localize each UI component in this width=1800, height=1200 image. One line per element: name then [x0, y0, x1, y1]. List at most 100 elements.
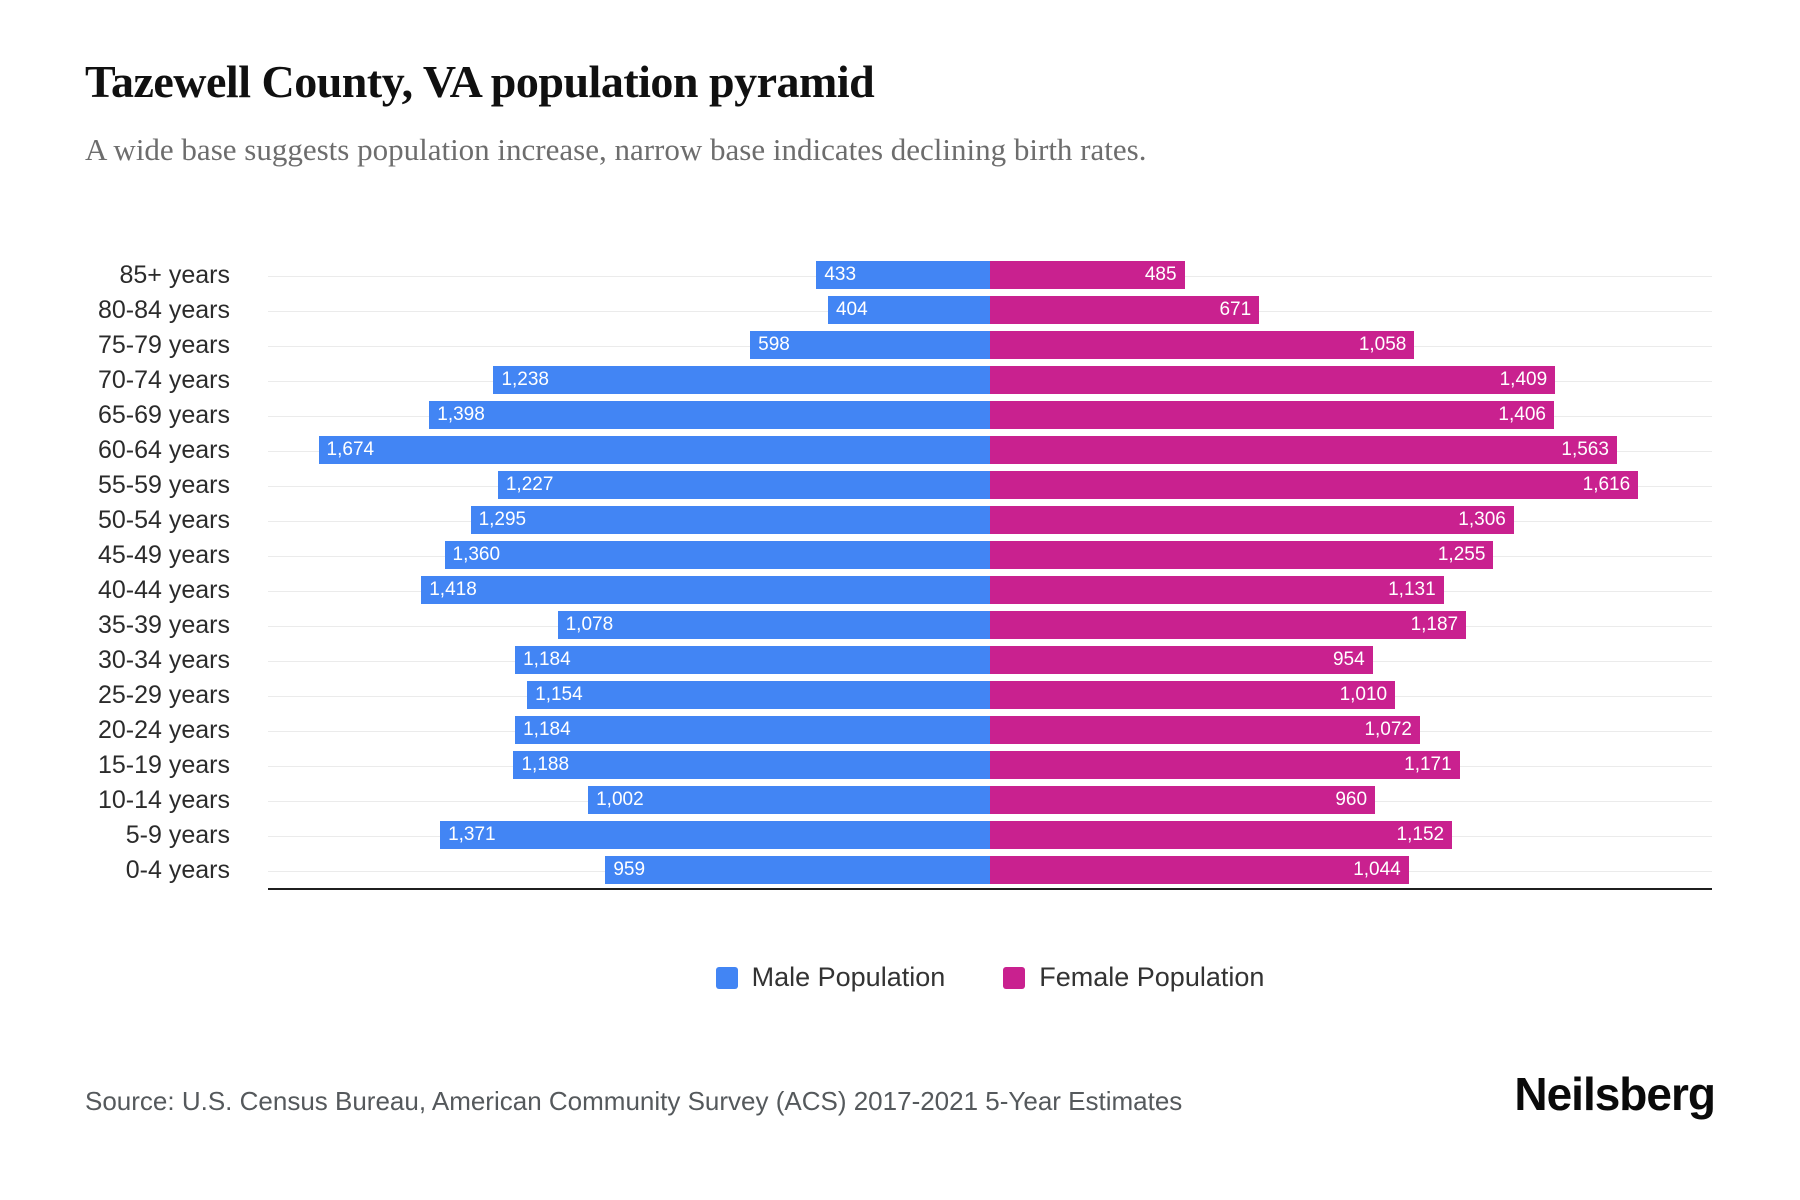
row-plot: 1,188 1,171 — [268, 748, 1712, 783]
age-group-label: 50-54 years — [97, 506, 230, 535]
male-value-label: 1,078 — [565, 614, 614, 636]
female-bar[interactable]: 1,406 — [990, 401, 1554, 430]
pyramid-row: 55-59 years 1,227 1,616 — [0, 468, 1800, 503]
male-value-label: 1,360 — [452, 544, 501, 566]
male-bar[interactable]: 1,398 — [429, 401, 990, 430]
pyramid-row: 0-4 years 959 1,044 — [0, 853, 1800, 888]
female-value-label: 1,255 — [1437, 544, 1486, 566]
male-bar[interactable]: 598 — [750, 331, 990, 360]
neilsberg-logo: Neilsberg — [1514, 1068, 1716, 1121]
female-value-label: 1,616 — [1582, 474, 1631, 496]
age-group-label: 45-49 years — [97, 541, 230, 570]
row-plot: 1,674 1,563 — [268, 433, 1712, 468]
female-bar[interactable]: 1,044 — [990, 856, 1409, 885]
male-bar[interactable]: 1,078 — [557, 611, 990, 640]
pyramid-row: 10-14 years 1,002 960 — [0, 783, 1800, 818]
male-bar[interactable]: 404 — [827, 296, 990, 325]
female-value-label: 1,306 — [1458, 509, 1506, 531]
female-value-label: 1,171 — [1404, 754, 1452, 776]
male-value-label: 1,227 — [505, 474, 554, 496]
female-bar[interactable]: 1,171 — [990, 751, 1460, 780]
male-value-label: 1,295 — [478, 509, 527, 531]
male-value-label: 1,184 — [523, 649, 571, 671]
age-group-label: 25-29 years — [97, 681, 230, 710]
row-plot: 1,184 954 — [268, 643, 1712, 678]
female-bar[interactable]: 960 — [990, 786, 1376, 815]
female-bar[interactable]: 1,255 — [990, 541, 1494, 570]
female-bar[interactable]: 1,131 — [990, 576, 1444, 605]
female-bar[interactable]: 1,152 — [990, 821, 1453, 850]
female-value-label: 954 — [1332, 649, 1365, 671]
male-bar[interactable]: 1,238 — [493, 366, 990, 395]
age-group-label: 10-14 years — [97, 786, 230, 815]
legend-item-male: Male Population — [715, 962, 946, 993]
pyramid-row: 80-84 years 404 671 — [0, 293, 1800, 328]
male-bar[interactable]: 1,184 — [515, 716, 990, 745]
male-bar[interactable]: 1,295 — [470, 506, 990, 535]
female-value-label: 671 — [1219, 299, 1252, 321]
age-group-label: 55-59 years — [97, 471, 230, 500]
chart-subtitle: A wide base suggests population increase… — [85, 131, 1147, 167]
age-group-label: 65-69 years — [97, 401, 230, 430]
male-bar[interactable]: 1,418 — [421, 576, 990, 605]
male-bar[interactable]: 959 — [605, 856, 990, 885]
female-value-label: 1,044 — [1353, 859, 1401, 881]
female-value-label: 485 — [1144, 264, 1177, 286]
chart-footer: Source: U.S. Census Bureau, American Com… — [0, 1067, 1800, 1121]
male-bar[interactable]: 1,227 — [497, 471, 990, 500]
row-plot: 1,398 1,406 — [268, 398, 1712, 433]
row-plot: 1,078 1,187 — [268, 608, 1712, 643]
age-group-label: 15-19 years — [97, 751, 230, 780]
female-bar[interactable]: 1,187 — [990, 611, 1467, 640]
male-bar[interactable]: 1,371 — [440, 821, 990, 850]
male-bar[interactable]: 1,188 — [513, 751, 990, 780]
age-group-label: 70-74 years — [97, 366, 230, 395]
male-value-label: 404 — [835, 299, 868, 321]
male-value-label: 1,188 — [521, 754, 570, 776]
male-bar[interactable]: 1,184 — [515, 646, 990, 675]
female-value-label: 1,058 — [1358, 334, 1407, 356]
legend: Male Population Female Population — [268, 962, 1712, 993]
male-bar[interactable]: 1,360 — [444, 541, 990, 570]
row-plot: 598 1,058 — [268, 328, 1712, 363]
female-bar[interactable]: 671 — [990, 296, 1260, 325]
row-plot: 1,371 1,152 — [268, 818, 1712, 853]
chart-title: Tazewell County, VA population pyramid — [85, 56, 875, 107]
age-group-label: 80-84 years — [97, 296, 230, 325]
female-bar[interactable]: 954 — [990, 646, 1373, 675]
female-bar[interactable]: 485 — [990, 261, 1185, 290]
female-bar[interactable]: 1,010 — [990, 681, 1396, 710]
row-plot: 1,295 1,306 — [268, 503, 1712, 538]
row-plot: 959 1,044 — [268, 853, 1712, 888]
male-legend-label: Male Population — [751, 962, 946, 993]
chart-header: Tazewell County, VA population pyramid A… — [0, 0, 1800, 168]
male-bar[interactable]: 1,154 — [527, 681, 990, 710]
row-plot: 1,154 1,010 — [268, 678, 1712, 713]
pyramid-rows: 85+ years 433 485 80-84 years 404 671 75-79 ye… — [0, 258, 1800, 888]
male-legend-swatch-icon — [715, 966, 738, 989]
female-value-label: 960 — [1335, 789, 1368, 811]
male-bar[interactable]: 1,674 — [318, 436, 990, 465]
pyramid-row: 50-54 years 1,295 1,306 — [0, 503, 1800, 538]
male-value-label: 598 — [758, 334, 790, 356]
female-bar[interactable]: 1,072 — [990, 716, 1420, 745]
row-plot: 1,238 1,409 — [268, 363, 1712, 398]
male-value-label: 1,154 — [535, 684, 583, 706]
female-value-label: 1,187 — [1410, 614, 1459, 636]
male-bar[interactable]: 433 — [816, 261, 990, 290]
age-group-label: 85+ years — [119, 261, 231, 290]
female-bar[interactable]: 1,563 — [990, 436, 1617, 465]
pyramid-row: 30-34 years 1,184 954 — [0, 643, 1800, 678]
age-group-label: 0-4 years — [125, 856, 230, 885]
row-plot: 404 671 — [268, 293, 1712, 328]
row-plot: 1,360 1,255 — [268, 538, 1712, 573]
female-bar[interactable]: 1,409 — [990, 366, 1556, 395]
pyramid-row: 85+ years 433 485 — [0, 258, 1800, 293]
female-value-label: 1,072 — [1364, 719, 1412, 741]
female-bar[interactable]: 1,306 — [990, 506, 1514, 535]
female-bar[interactable]: 1,616 — [990, 471, 1639, 500]
population-pyramid-chart: 85+ years 433 485 80-84 years 404 671 75-79 ye… — [0, 258, 1800, 891]
female-bar[interactable]: 1,058 — [990, 331, 1415, 360]
male-bar[interactable]: 1,002 — [588, 786, 990, 815]
age-group-label: 5-9 years — [125, 821, 230, 850]
